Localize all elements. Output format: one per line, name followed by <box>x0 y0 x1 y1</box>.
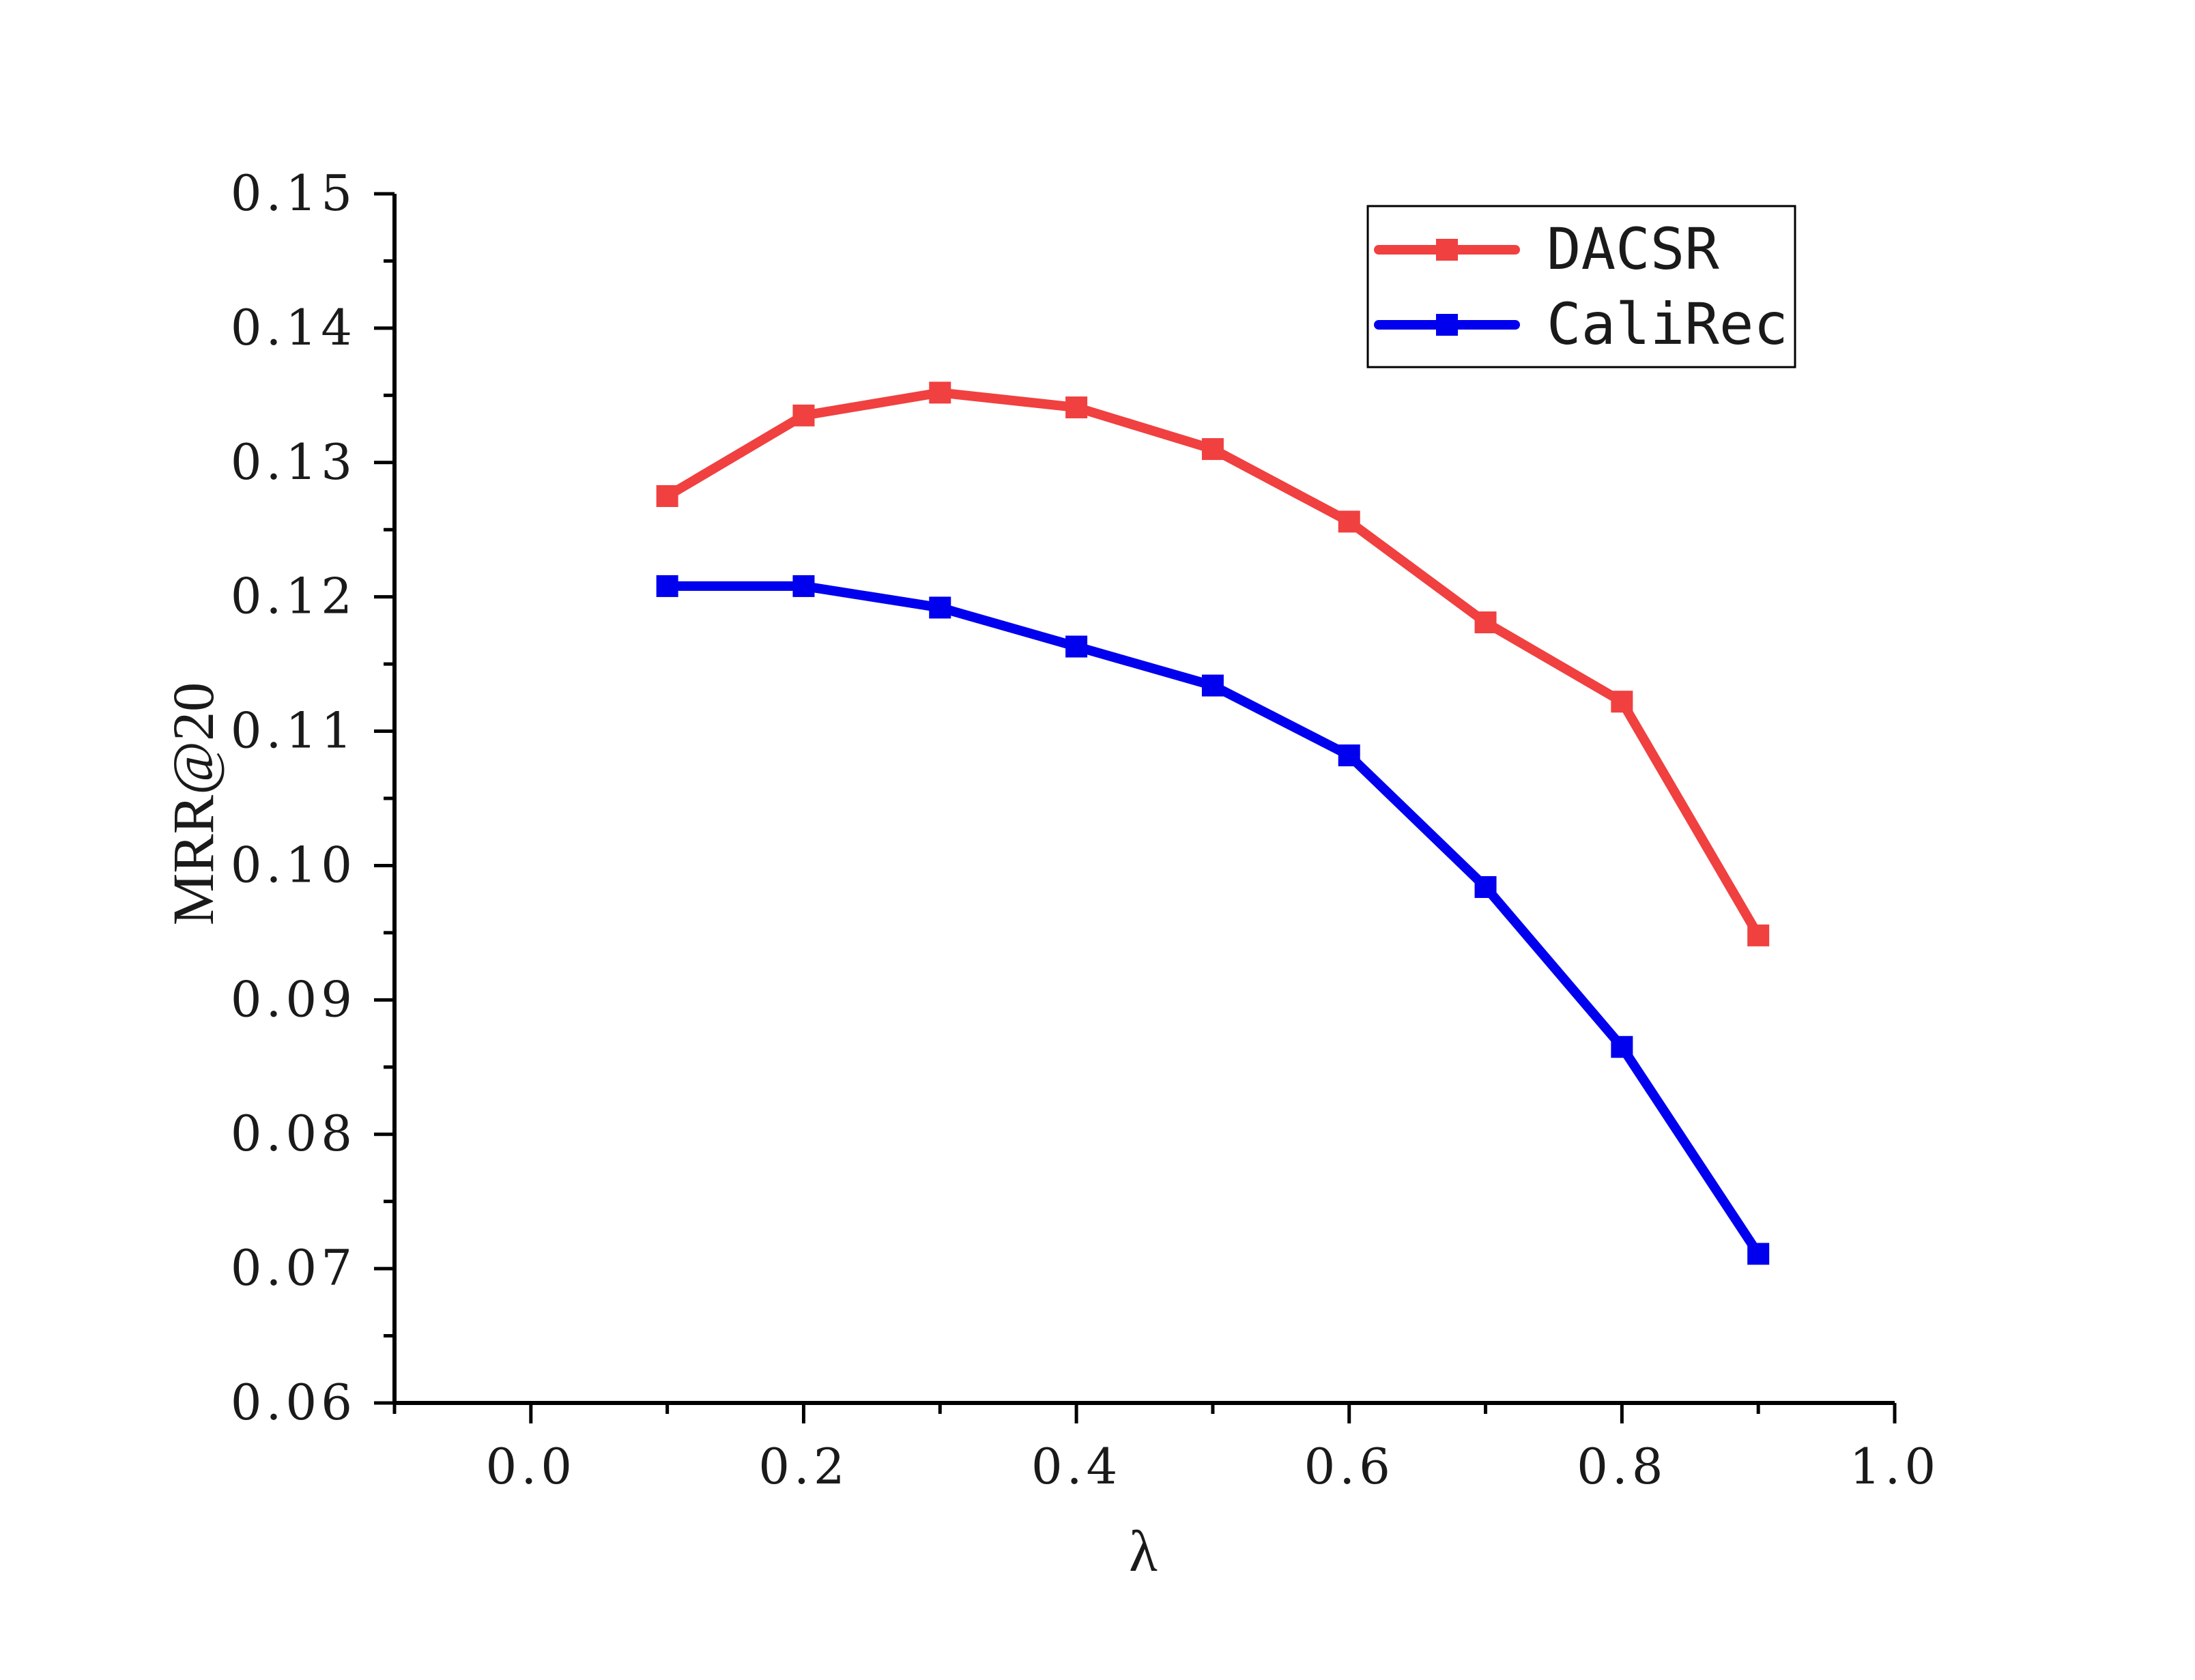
data-point <box>1611 691 1633 713</box>
data-point <box>656 485 678 507</box>
legend-box <box>1366 205 1796 368</box>
data-point <box>1747 1243 1770 1265</box>
data-point <box>1338 510 1360 533</box>
data-point <box>1474 611 1497 634</box>
data-point <box>1474 875 1497 898</box>
x-tick-label: 1.0 <box>1850 1438 1940 1495</box>
legend-swatch-marker <box>1436 239 1458 261</box>
legend-swatch-marker <box>1436 314 1458 336</box>
legend-label: DACSR <box>1547 216 1719 283</box>
series-line <box>662 388 1764 940</box>
data-point <box>929 381 951 404</box>
x-tick-label: 0.0 <box>486 1438 577 1495</box>
x-tick-label: 0.4 <box>1031 1438 1122 1495</box>
plot-area <box>656 381 1770 1265</box>
data-point <box>1065 396 1088 419</box>
data-point <box>792 575 815 597</box>
data-point <box>1065 635 1088 658</box>
x-tick-label: 0.6 <box>1304 1438 1394 1495</box>
data-point <box>1201 674 1224 697</box>
data-point <box>1611 1036 1633 1058</box>
data-point <box>929 596 951 619</box>
axes: 0.06 0.07 0.08 0.09 0.10 0.11 0.12 0.13 0.14 0.15… <box>160 164 1940 1584</box>
data-point <box>1201 438 1224 461</box>
data-point <box>656 575 678 597</box>
legend-label: CaliRec <box>1547 291 1788 358</box>
x-tick-label: 0.8 <box>1577 1438 1667 1495</box>
y-tick-label: 0.12 <box>231 568 356 625</box>
legend: DACSR CaliRec <box>1366 205 1796 368</box>
y-tick-label: 0.13 <box>231 433 356 491</box>
x-tick-label: 0.2 <box>758 1438 849 1495</box>
y-tick-label: 0.15 <box>231 164 356 222</box>
y-axis-title: MRR@20 <box>160 682 226 925</box>
y-tick-label: 0.10 <box>231 836 356 893</box>
data-point <box>1747 924 1770 946</box>
y-tick-label: 0.06 <box>231 1374 356 1431</box>
data-point <box>1338 744 1360 766</box>
y-tick-label: 0.14 <box>231 299 356 356</box>
y-tick-label: 0.11 <box>231 702 356 759</box>
y-tick-label: 0.09 <box>231 970 356 1028</box>
x-axis-title: λ <box>1129 1518 1158 1584</box>
y-tick-label: 0.07 <box>231 1239 356 1297</box>
series-calirec <box>656 575 1770 1265</box>
series-dacsr <box>656 381 1770 946</box>
y-tick-label: 0.08 <box>231 1105 356 1162</box>
data-point <box>792 404 815 426</box>
